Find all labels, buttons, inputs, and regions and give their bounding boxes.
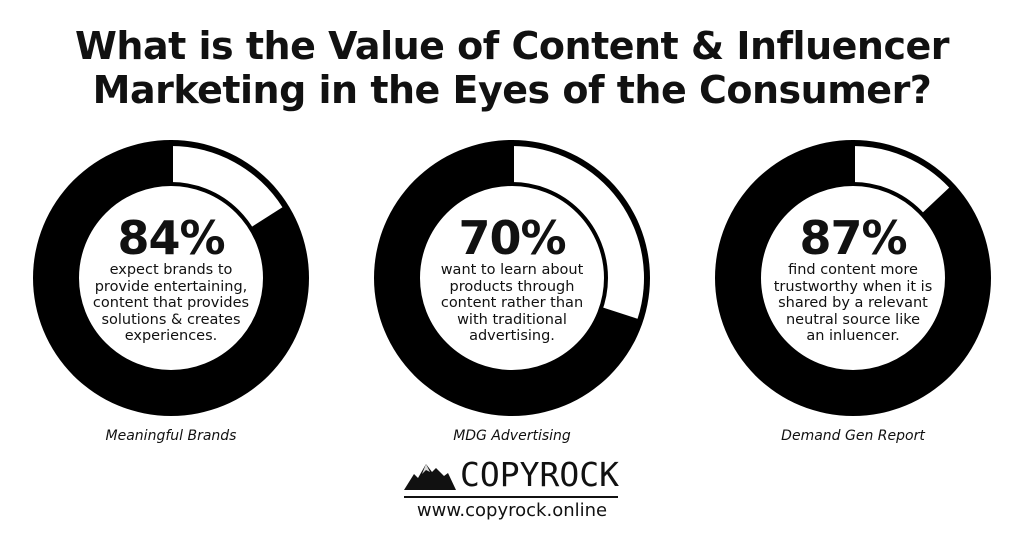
source-label: Meaningful Brands <box>105 428 237 444</box>
description-line: advertising. <box>469 328 555 344</box>
percent-value: 84% <box>117 211 225 265</box>
donut-hole <box>757 182 949 374</box>
description: want to learn about products through con… <box>422 262 602 345</box>
percent-value: 87% <box>799 211 907 265</box>
description-line: provide entertaining, <box>94 278 248 295</box>
description: find content more trustworthy when it is… <box>763 262 943 345</box>
description-line: neutral source like <box>785 311 921 328</box>
description: expect brands to provide entertaining, c… <box>81 262 261 345</box>
description-line: trustworthy when it is <box>773 278 933 295</box>
donut-center-text: 70% want to learn about products through… <box>422 214 602 345</box>
description-line: expect brands to <box>109 262 233 278</box>
mountain-icon <box>404 464 456 490</box>
donut-hole <box>75 182 267 374</box>
description-line: solutions & creates <box>101 311 241 328</box>
percent-value: 70% <box>458 211 566 265</box>
description-line: want to learn about <box>440 262 584 278</box>
description-line: content rather than <box>440 295 584 311</box>
description-line: with traditional <box>457 311 567 328</box>
description-line: products through <box>449 278 575 295</box>
description-line: experiences. <box>124 328 218 344</box>
title-line-1: What is the Value of Content & Influence… <box>75 24 949 68</box>
donut-center-text: 84% expect brands to provide entertainin… <box>81 214 261 345</box>
title-line-2: Marketing in the Eyes of the Consumer? <box>92 68 932 112</box>
description-line: shared by a relevant <box>778 295 928 311</box>
divider <box>404 496 618 498</box>
brand-name: COPYROCK <box>460 455 619 494</box>
description-line: find content more <box>788 262 918 278</box>
source-label: MDG Advertising <box>453 428 571 444</box>
brand-url: www.copyrock.online <box>416 500 608 521</box>
source-label: Demand Gen Report <box>781 428 925 444</box>
description-line: an inluencer. <box>806 328 900 344</box>
page-title: What is the Value of Content & Influence… <box>0 24 1024 112</box>
description-line: content that provides <box>92 295 250 311</box>
donut-center-text: 87% find content more trustworthy when i… <box>763 214 943 345</box>
donut-hole <box>416 182 608 374</box>
brand-block: COPYROCK www.copyrock.online <box>402 456 622 526</box>
